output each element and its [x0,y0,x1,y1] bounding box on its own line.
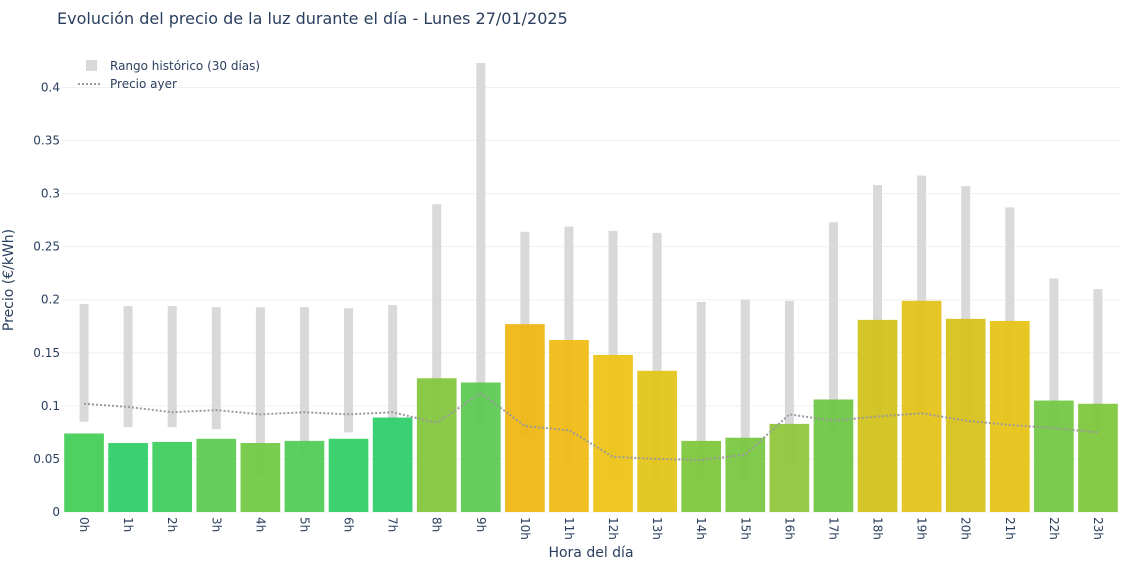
x-tick-label: 6h [342,517,356,532]
x-tick-label: 19h [915,517,929,540]
range-bar-23h [1093,289,1103,433]
range-bar-15h [740,299,750,481]
price-bar-2h[interactable] [152,441,193,512]
price-bar-4h[interactable] [240,443,281,512]
price-bar-6h[interactable] [328,438,369,512]
x-tick-label: 10h [518,517,532,540]
price-bar-14h[interactable] [681,440,722,512]
range-bar-1h [123,306,133,428]
range-bar-0h [79,303,89,422]
range-bar-14h [696,301,706,481]
x-axis-ticks: 0h 1h 2h 3h 4h 5h 6h 7h 8h 9h 10h 11h 12h 13h 14h 15h 16… [77,517,1105,540]
range-bar-5h [299,307,309,454]
range-bar-3h [211,307,221,430]
x-tick-label: 0h [77,517,91,532]
x-tick-label: 15h [738,517,752,540]
range-bar-6h [344,308,354,433]
range-bar-16h [784,300,794,465]
legend[interactable]: Rango histórico (30 días) Precio ayer [78,59,260,91]
range-bar-9h [476,63,486,424]
price-bar-10h[interactable] [505,324,545,512]
y-axis-title: Precio (€/kWh) [1,229,17,331]
x-tick-label: 12h [606,517,620,540]
range-bar-8h [432,204,442,424]
x-tick-label: 5h [297,517,311,532]
y-tick-label: 0.4 [41,80,60,94]
range-bar-21h [1005,207,1015,424]
x-tick-label: 11h [562,517,576,540]
x-tick-label: 9h [474,517,488,532]
y-tick-label: 0.05 [33,452,60,466]
price-bar-12h[interactable] [593,354,633,512]
price-bar-7h[interactable] [372,417,413,512]
x-tick-label: 7h [386,517,400,532]
y-tick-label: 0.35 [33,134,60,148]
x-tick-label: 4h [253,517,267,532]
price-bar-23h[interactable] [1078,403,1118,512]
price-bar-20h[interactable] [945,318,986,512]
y-tick-label: 0.2 [41,293,60,307]
x-tick-label: 21h [1003,517,1017,540]
price-bar-17h[interactable] [813,399,854,512]
legend-range-swatch [86,60,97,71]
x-tick-label: 22h [1047,517,1061,540]
price-bar-22h[interactable] [1034,400,1074,512]
price-bar-19h[interactable] [901,300,942,512]
x-tick-label: 14h [694,517,708,540]
x-tick-label: 8h [430,517,444,532]
x-axis-title: Hora del día [548,545,633,561]
y-axis-ticks: 0 0.05 0.1 0.15 0.2 0.25 0.3 0.35 0.4 [33,80,60,519]
legend-yesterday-label: Precio ayer [110,77,177,91]
price-bar-11h[interactable] [549,340,589,512]
price-bar-13h[interactable] [637,370,677,512]
price-bar-15h[interactable] [725,437,766,512]
price-bar-5h[interactable] [284,440,325,512]
range-bar-2h [167,306,177,428]
x-tick-label: 17h [826,517,840,540]
x-tick-label: 1h [121,517,135,532]
x-tick-label: 18h [871,517,885,540]
range-bar-17h [828,222,838,433]
y-tick-label: 0.25 [33,240,60,254]
x-tick-label: 2h [165,517,179,532]
x-tick-label: 13h [650,517,664,540]
price-bar-3h[interactable] [196,438,237,512]
x-tick-label: 20h [959,517,973,540]
price-bars [64,300,1118,512]
range-bar-19h [917,175,927,415]
range-bar-20h [961,186,971,422]
y-tick-label: 0.15 [33,346,60,360]
legend-range-label: Rango histórico (30 días) [110,59,260,73]
yesterday-price-line [83,391,1099,461]
y-tick-label: 0 [52,505,60,519]
range-bar-4h [255,307,265,475]
range-bar-18h [873,185,883,417]
price-bar-16h[interactable] [769,423,810,512]
chart-title: Evolución del precio de la luz durante e… [57,9,568,28]
range-bar-13h [652,232,662,481]
price-bar-8h[interactable] [416,378,457,512]
price-bar-9h[interactable] [460,382,501,512]
range-bar-7h [388,305,398,425]
x-tick-label: 3h [209,517,223,532]
price-bar-0h[interactable] [64,433,104,512]
grid-lines [62,86,1120,513]
range-bar-22h [1049,278,1059,428]
price-bar-21h[interactable] [989,320,1030,512]
y-tick-label: 0.3 [41,187,60,201]
x-tick-label: 16h [782,517,796,540]
y-tick-label: 0.1 [41,399,60,413]
x-tick-label: 23h [1091,517,1105,540]
yesterday-line [83,391,1099,461]
price-bar-1h[interactable] [108,443,148,512]
